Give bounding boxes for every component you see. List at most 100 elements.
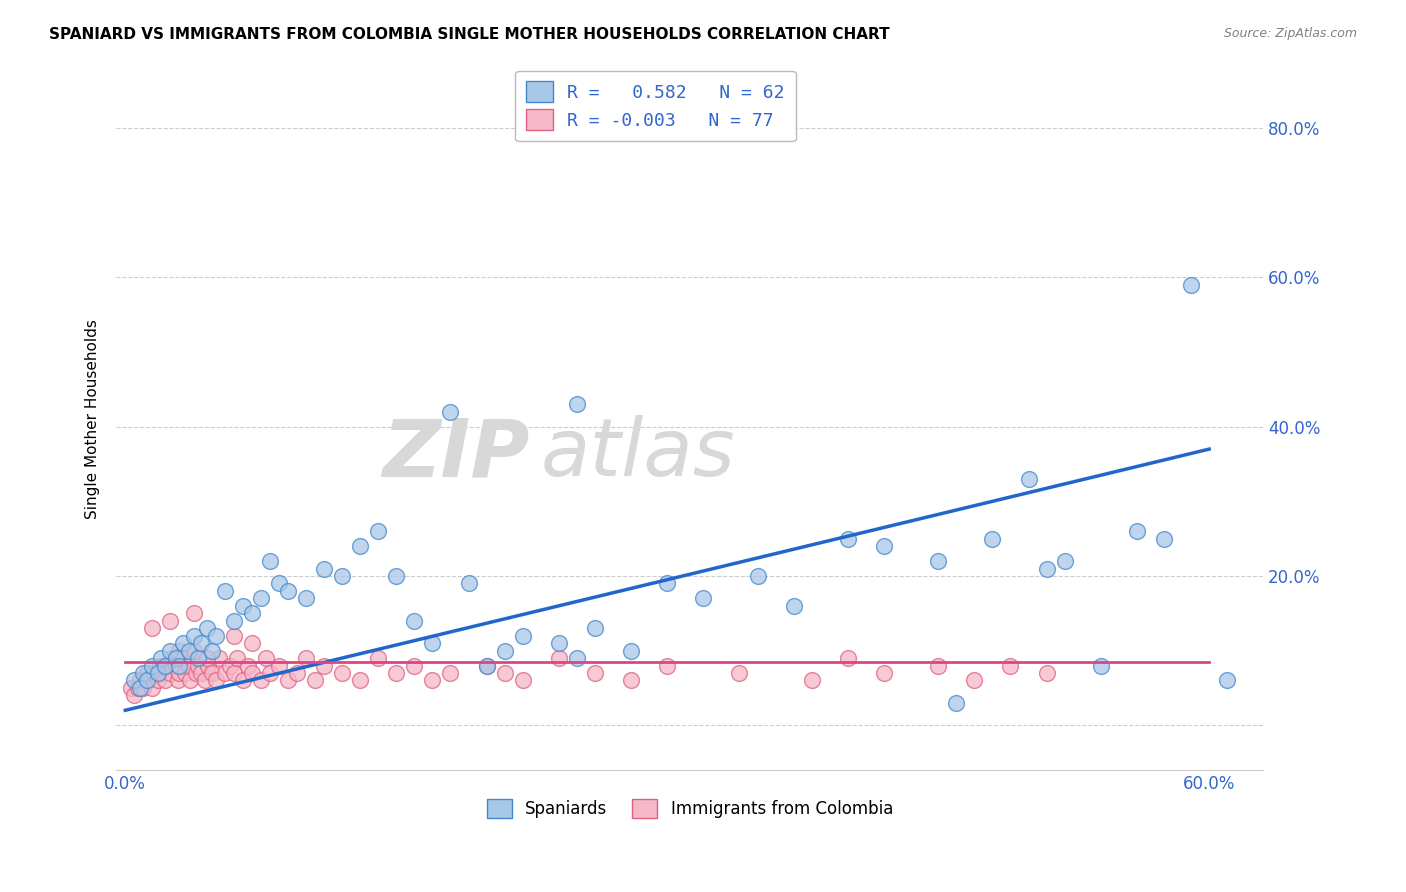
- Point: [149, 658, 172, 673]
- Point: [254, 651, 277, 665]
- Point: [132, 681, 155, 695]
- Point: [194, 673, 217, 688]
- Point: [146, 673, 169, 688]
- Point: [177, 643, 200, 657]
- Point: [159, 614, 181, 628]
- Point: [330, 569, 353, 583]
- Point: [236, 658, 259, 673]
- Point: [728, 665, 751, 680]
- Legend: Spaniards, Immigrants from Colombia: Spaniards, Immigrants from Colombia: [479, 792, 900, 825]
- Point: [124, 673, 146, 688]
- Point: [187, 658, 209, 673]
- Point: [136, 673, 159, 688]
- Text: atlas: atlas: [541, 416, 735, 493]
- Point: [367, 524, 389, 539]
- Point: [1153, 532, 1175, 546]
- Point: [174, 665, 197, 680]
- Point: [1000, 658, 1022, 673]
- Point: [177, 658, 200, 673]
- Point: [190, 665, 212, 680]
- Point: [295, 651, 318, 665]
- Point: [367, 651, 389, 665]
- Point: [214, 665, 236, 680]
- Point: [240, 665, 263, 680]
- Point: [475, 658, 498, 673]
- Point: [945, 696, 967, 710]
- Point: [120, 681, 142, 695]
- Point: [512, 629, 534, 643]
- Point: [494, 643, 516, 657]
- Point: [927, 658, 949, 673]
- Point: [1053, 554, 1076, 568]
- Point: [232, 673, 254, 688]
- Point: [169, 665, 191, 680]
- Point: [165, 658, 187, 673]
- Point: [169, 643, 191, 657]
- Point: [565, 397, 588, 411]
- Point: [927, 554, 949, 568]
- Point: [179, 673, 201, 688]
- Point: [204, 629, 226, 643]
- Text: SPANIARD VS IMMIGRANTS FROM COLOMBIA SINGLE MOTHER HOUSEHOLDS CORRELATION CHART: SPANIARD VS IMMIGRANTS FROM COLOMBIA SIN…: [49, 27, 890, 42]
- Point: [136, 665, 159, 680]
- Point: [222, 614, 245, 628]
- Point: [782, 599, 804, 613]
- Point: [385, 665, 408, 680]
- Point: [172, 651, 194, 665]
- Point: [172, 636, 194, 650]
- Point: [150, 651, 173, 665]
- Point: [153, 673, 176, 688]
- Y-axis label: Single Mother Households: Single Mother Households: [86, 319, 100, 519]
- Point: [620, 673, 643, 688]
- Point: [547, 651, 569, 665]
- Point: [494, 665, 516, 680]
- Point: [162, 651, 184, 665]
- Point: [187, 651, 209, 665]
- Point: [583, 665, 606, 680]
- Point: [197, 658, 219, 673]
- Point: [195, 651, 218, 665]
- Point: [981, 532, 1004, 546]
- Point: [127, 681, 149, 695]
- Point: [295, 591, 318, 606]
- Point: [249, 591, 271, 606]
- Point: [267, 658, 290, 673]
- Point: [1090, 658, 1112, 673]
- Point: [204, 673, 226, 688]
- Point: [1035, 561, 1057, 575]
- Point: [583, 621, 606, 635]
- Point: [150, 665, 173, 680]
- Point: [159, 643, 181, 657]
- Point: [1216, 673, 1239, 688]
- Point: [1126, 524, 1149, 539]
- Point: [837, 651, 859, 665]
- Point: [512, 673, 534, 688]
- Point: [240, 607, 263, 621]
- Point: [201, 643, 224, 657]
- Point: [166, 673, 188, 688]
- Point: [385, 569, 408, 583]
- Point: [565, 651, 588, 665]
- Point: [439, 405, 461, 419]
- Point: [141, 681, 163, 695]
- Point: [240, 636, 263, 650]
- Point: [124, 689, 146, 703]
- Point: [214, 583, 236, 598]
- Point: [165, 651, 187, 665]
- Point: [800, 673, 823, 688]
- Point: [692, 591, 714, 606]
- Point: [159, 665, 181, 680]
- Point: [873, 665, 896, 680]
- Point: [439, 665, 461, 680]
- Point: [143, 665, 166, 680]
- Point: [226, 651, 249, 665]
- Text: ZIP: ZIP: [382, 416, 529, 493]
- Point: [277, 673, 299, 688]
- Point: [222, 629, 245, 643]
- Point: [404, 658, 426, 673]
- Point: [208, 651, 231, 665]
- Point: [837, 532, 859, 546]
- Point: [747, 569, 769, 583]
- Point: [169, 658, 191, 673]
- Point: [422, 673, 444, 688]
